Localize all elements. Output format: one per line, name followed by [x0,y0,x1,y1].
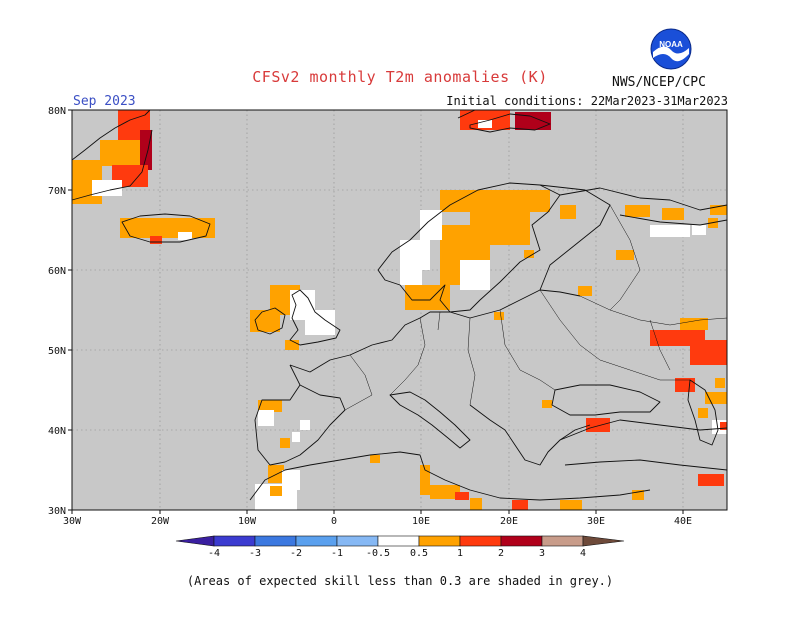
anomaly-cells [72,110,727,510]
map-background [72,110,727,510]
lon-label: 20E [500,516,518,527]
lat-label: 50N [48,346,66,357]
colorbar-label: -4 [208,548,220,559]
lat-label: 80N [48,106,66,117]
colorbar-swatch [336,535,379,547]
colorbar-label: 1 [457,548,463,559]
lon-label: 30E [587,516,605,527]
colorbar-label: 0.5 [410,548,428,559]
agency-label: NWS/NCEP/CPC [612,75,706,90]
colorbar-swatch [459,535,502,547]
colorbar-label: -3 [249,548,261,559]
borders [344,204,728,411]
lon-labels: 30W 20W 10W 0 10E 20E 30E 40E [63,516,692,527]
skill-footnote: (Areas of expected skill less than 0.3 a… [186,574,614,588]
lat-label: 60N [48,266,66,277]
lat-labels: 80N 70N 60N 50N 40N 30N [48,106,66,517]
lon-label: 10W [238,516,257,527]
colorbar [175,535,625,547]
colorbar-swatch [213,535,256,547]
colorbar-label: -1 [331,548,343,559]
lon-label: 0 [331,516,337,527]
lat-label: 70N [48,186,66,197]
forecast-month: Sep 2023 [73,94,136,109]
graticule [72,110,727,510]
colorbar-label: 4 [580,548,586,559]
colorbar-swatch [500,535,543,547]
colorbar-swatch [418,535,461,547]
colorbar-labels: -4 -3 -2 -1 -0.5 0.5 1 2 3 4 [208,548,586,559]
map-frame [71,109,728,511]
colorbar-swatch [254,535,297,547]
lat-label: 30N [48,506,66,517]
lat-ticks [68,109,72,511]
lon-label: 10E [412,516,430,527]
colorbar-label: -2 [290,548,302,559]
lon-label: 40E [674,516,692,527]
lon-label: 20W [151,516,170,527]
colorbar-label: 2 [498,548,504,559]
coastlines [71,109,728,501]
noaa-logo-text: NOAA [659,40,683,49]
colorbar-swatch [541,535,584,547]
colorbar-label: 3 [539,548,545,559]
noaa-logo: NOAA [650,28,692,70]
lon-label: 30W [63,516,82,527]
colorbar-low-arrow [175,535,215,547]
colorbar-swatch [295,535,338,547]
initial-conditions: Initial conditions: 22Mar2023-31Mar2023 [446,94,728,108]
lon-ticks [71,510,684,514]
map-title: CFSv2 monthly T2m anomalies (K) [252,68,548,86]
colorbar-high-arrow [582,535,625,547]
colorbar-swatch [377,535,420,547]
colorbar-label: -0.5 [366,548,390,559]
lat-label: 40N [48,426,66,437]
